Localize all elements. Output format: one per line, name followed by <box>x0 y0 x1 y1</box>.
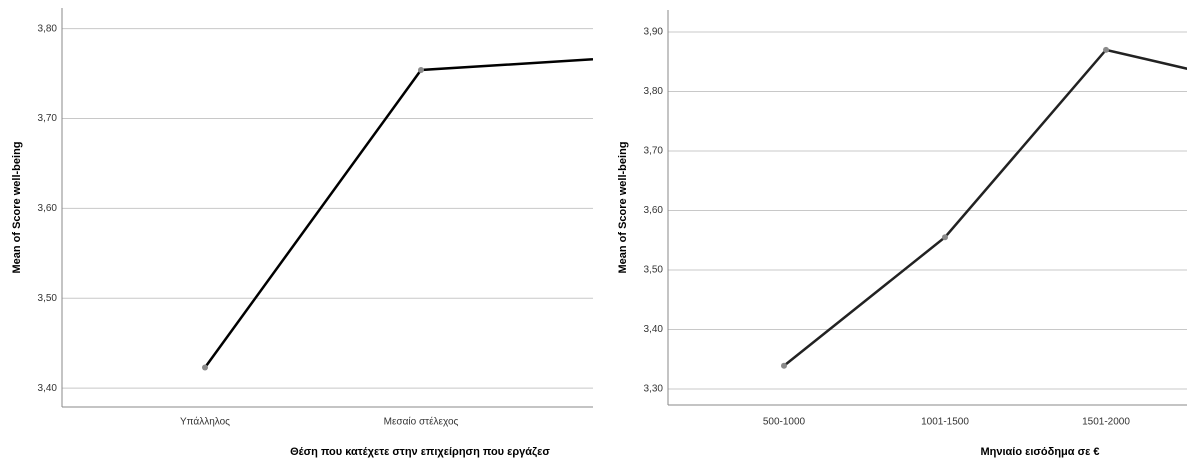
x-tick-label: Μεσαίο στέλεχος <box>384 416 459 428</box>
y-tick-label: 3,80 <box>38 23 58 34</box>
y-tick-label: 3,60 <box>644 205 664 216</box>
y-tick-label: 3,70 <box>38 113 58 124</box>
y-axis-label: Mean of Score well-being <box>11 141 23 273</box>
x-axis-label: Μηνιαίο εισόδημα σε € <box>980 446 1099 458</box>
x-tick-label: 1001-1500 <box>921 417 969 428</box>
y-tick-label: 3,40 <box>38 383 58 394</box>
y-tick-label: 3,30 <box>644 384 664 395</box>
x-tick-label: Υπάλληλος <box>180 416 230 428</box>
x-tick-label: 1501-2000 <box>1082 417 1130 428</box>
point <box>418 67 424 74</box>
chart: 3,30 3,40 3,50 3,60 3,70 3,80 3,90 Mean of Scor… <box>617 10 1187 458</box>
line <box>783 48 1187 367</box>
y-tick-label: 3,90 <box>644 27 664 38</box>
y-tick-label: 3,50 <box>38 293 58 304</box>
y-tick-label: 3,70 <box>644 146 664 157</box>
y-tick-label: 3,50 <box>644 265 664 276</box>
chart: 3,40 3,50 3,60 3,70 3,80 Mean of Score well-b… <box>11 8 593 458</box>
x-tick-label: 500-1000 <box>763 417 806 428</box>
line <box>203 58 593 369</box>
x-axis-label: Θέση που κατέχετε στην επιχείρηση που ερ… <box>290 446 550 458</box>
point <box>942 234 948 241</box>
y-tick-label: 3,40 <box>644 324 664 335</box>
point <box>1103 46 1109 53</box>
y-tick-label: 3,60 <box>38 203 58 214</box>
y-axis-label: Mean of Score well-being <box>617 141 629 273</box>
y-tick-label: 3,80 <box>644 86 664 97</box>
point <box>781 362 787 369</box>
point <box>202 364 208 371</box>
